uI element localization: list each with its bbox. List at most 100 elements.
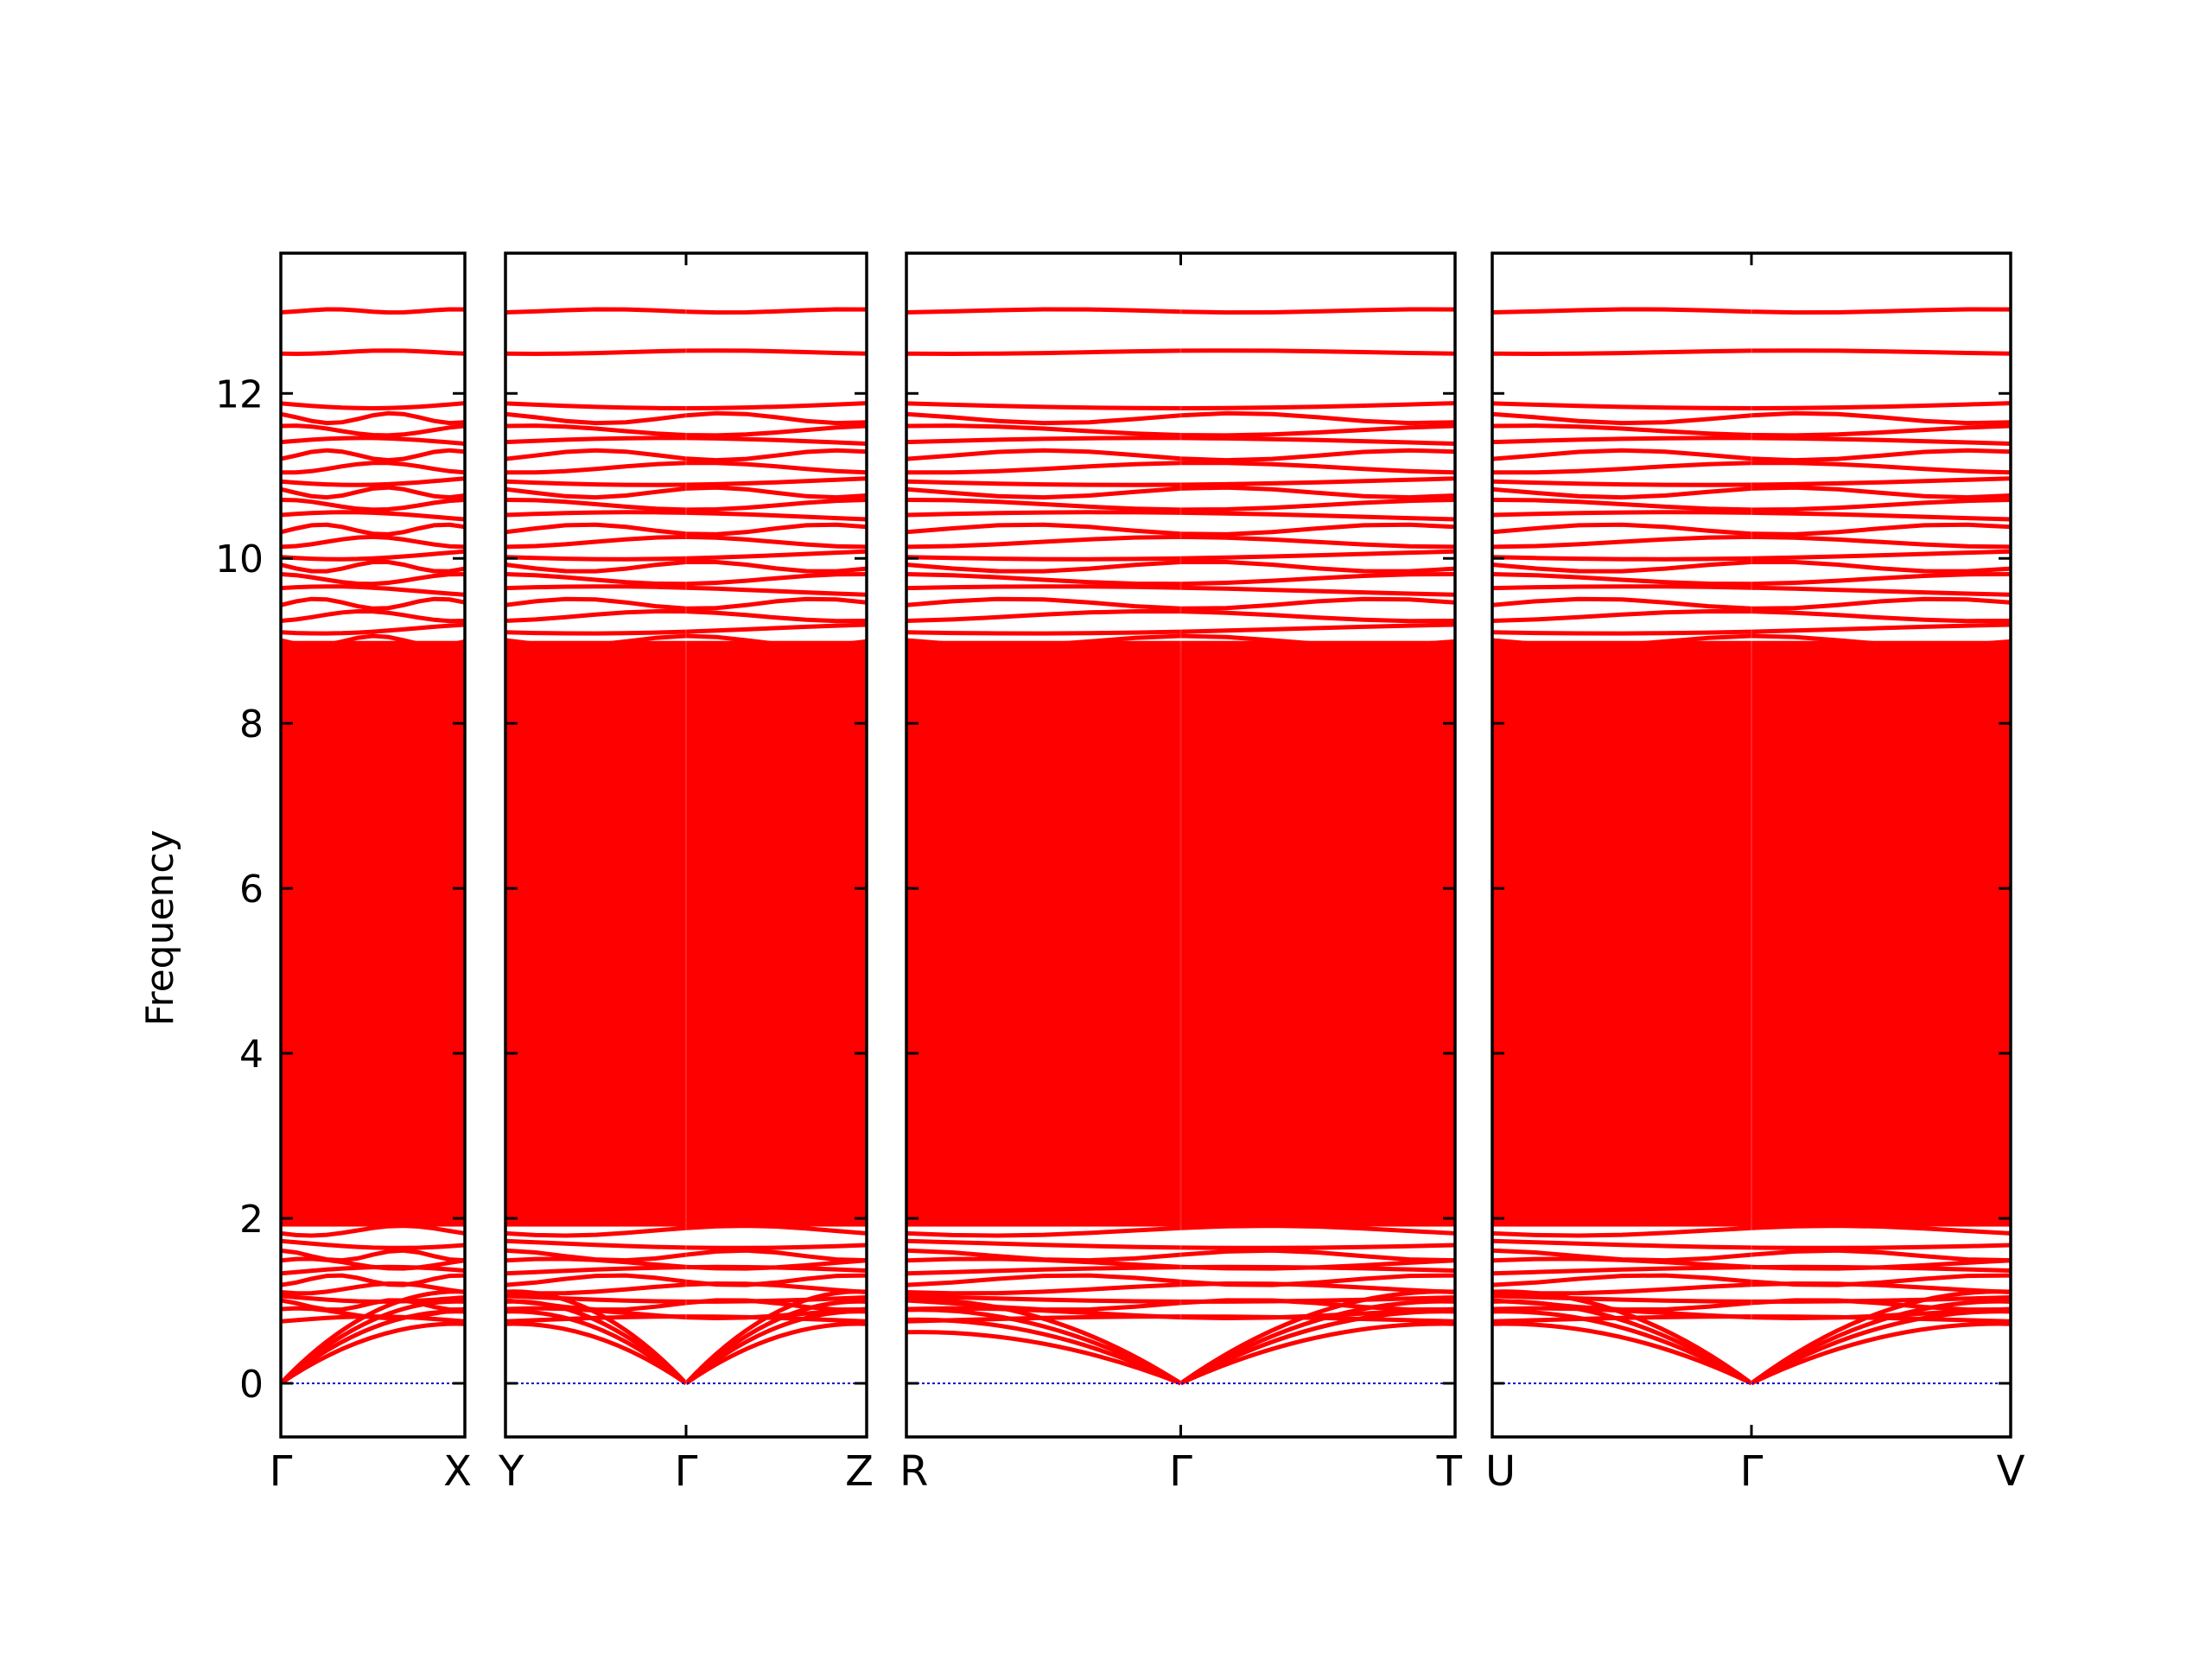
y-tick-label: 12: [215, 372, 264, 416]
acoustic-band: [906, 1317, 1182, 1386]
optical-band: [1492, 906, 2011, 920]
optical-band: [1492, 889, 2011, 904]
optical-band: [505, 1021, 867, 1036]
optical-band: [281, 691, 465, 706]
optical-band: [906, 1038, 1455, 1052]
y-tick-label: 0: [239, 1363, 264, 1407]
y-tick-label: 8: [239, 702, 264, 747]
optical-band: [906, 1248, 1455, 1263]
acoustic-band: [906, 1330, 1182, 1386]
optical-band: [505, 1087, 867, 1103]
optical-band: [505, 856, 867, 871]
optical-band: [281, 1273, 465, 1287]
optical-band: [1492, 423, 2011, 438]
optical-band: [906, 1055, 1455, 1069]
optical-band: [505, 906, 867, 920]
optical-band: [1492, 807, 2011, 822]
optical-band: [1492, 856, 2011, 871]
x-tick-label: T: [1436, 1447, 1463, 1496]
optical-band: [906, 658, 1455, 672]
optical-band: [281, 572, 465, 587]
optical-band: [281, 773, 465, 789]
optical-band: [505, 889, 867, 904]
optical-band: [906, 1281, 1455, 1296]
band-panel-2: [906, 253, 1455, 1437]
optical-band: [281, 498, 465, 512]
acoustic-band: [1750, 1299, 2011, 1385]
optical-band: [281, 1087, 465, 1103]
acoustic-band: [1179, 1299, 1455, 1386]
optical-band: [906, 1211, 1455, 1226]
optical-band: [281, 560, 465, 574]
optical-band: [281, 410, 465, 426]
optical-band: [281, 708, 465, 722]
optical-band: [1492, 1186, 2011, 1201]
optical-band: [505, 1256, 867, 1271]
optical-band: [281, 724, 465, 739]
optical-band: [281, 1198, 465, 1211]
optical-band: [281, 1136, 465, 1152]
acoustic-band: [505, 1289, 688, 1385]
optical-band: [1492, 1120, 2011, 1135]
optical-band: [906, 971, 1455, 987]
optical-band: [1492, 840, 2011, 855]
optical-band: [1492, 622, 2011, 636]
optical-band: [1492, 938, 2011, 953]
optical-band: [505, 448, 867, 463]
panel-frame: [279, 251, 467, 1439]
optical-band: [281, 1021, 465, 1036]
optical-band: [505, 1120, 867, 1135]
optical-band: [906, 1186, 1455, 1201]
optical-band: [281, 549, 465, 562]
optical-band: [281, 423, 465, 438]
optical-band: [906, 675, 1455, 690]
acoustic-band: [1179, 1321, 1455, 1386]
optical-band: [906, 423, 1455, 438]
optical-band: [505, 1103, 867, 1117]
optical-band: [505, 1071, 867, 1085]
optical-band: [281, 1256, 465, 1271]
optical-band: [906, 1273, 1455, 1287]
optical-band: [281, 534, 465, 550]
optical-band: [906, 724, 1455, 739]
optical-band: [281, 622, 465, 636]
optical-band: [906, 1154, 1455, 1168]
optical-band: [281, 461, 465, 475]
optical-band: [906, 1103, 1455, 1117]
optical-band: [281, 401, 465, 411]
optical-band: [281, 510, 465, 522]
optical-band: [505, 675, 867, 690]
optical-band: [906, 1071, 1455, 1085]
optical-band: [906, 807, 1455, 822]
optical-band: [281, 307, 465, 315]
optical-band: [906, 856, 1455, 871]
optical-band: [1492, 1021, 2011, 1036]
optical-band: [1492, 724, 2011, 739]
x-tick-label: Γ: [1740, 1447, 1764, 1496]
optical-band: [906, 1021, 1455, 1036]
acoustic-band: [505, 1321, 688, 1385]
optical-band: [505, 572, 867, 587]
optical-band: [906, 1170, 1455, 1185]
optical-band: [1492, 1154, 2011, 1168]
optical-band: [1492, 873, 2011, 887]
optical-band: [1492, 596, 2011, 611]
optical-band: [1492, 410, 2011, 426]
optical-band: [1492, 757, 2011, 772]
acoustic-band: [906, 1297, 1182, 1386]
optical-band: [505, 348, 867, 357]
optical-band: [281, 889, 465, 904]
optical-band: [906, 348, 1455, 357]
acoustic-band: [1179, 1309, 1455, 1386]
optical-band: [281, 485, 465, 500]
optical-band: [1492, 1055, 2011, 1069]
optical-band: [281, 1005, 465, 1019]
optical-band: [906, 608, 1455, 624]
axis-ticks: [281, 253, 2011, 1437]
x-tick-label: Γ: [1169, 1447, 1192, 1496]
optical-band: [1492, 608, 2011, 624]
optical-band: [906, 708, 1455, 722]
optical-band: [906, 485, 1455, 500]
optical-band: [505, 435, 867, 446]
optical-band: [505, 622, 867, 636]
